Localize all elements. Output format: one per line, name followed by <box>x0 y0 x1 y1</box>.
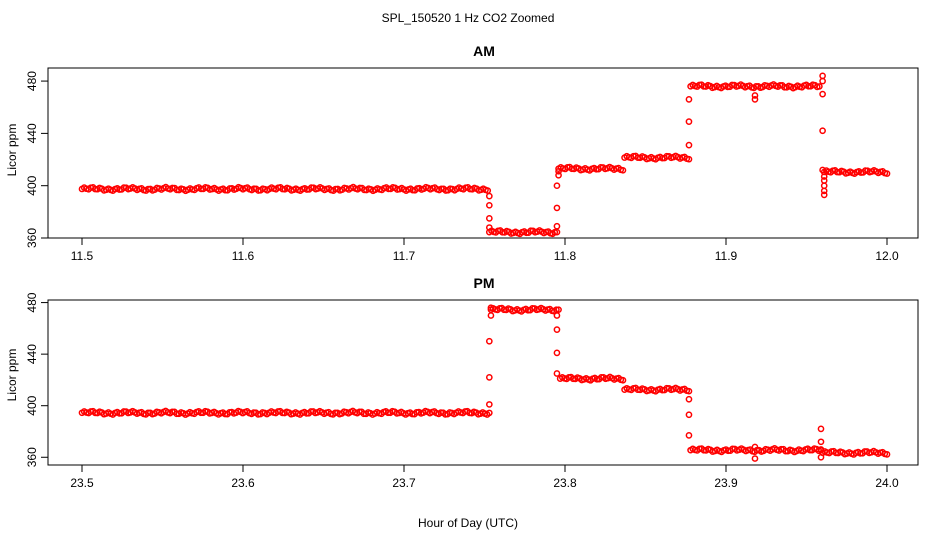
y-tick-label-am: 360 <box>25 228 39 248</box>
panel-title-pm: PM <box>474 275 495 291</box>
data-point <box>555 171 562 179</box>
data-point <box>817 446 825 453</box>
data-point <box>751 92 759 99</box>
x-tick-label-am: 11.9 <box>715 249 738 263</box>
plot-frame-am <box>47 67 919 239</box>
data-point <box>485 224 493 231</box>
data-point <box>820 182 828 190</box>
data-point <box>820 191 828 199</box>
data-point <box>485 215 493 222</box>
x-tick-label-pm: 24.0 <box>875 476 899 490</box>
data-point <box>883 170 891 177</box>
data-point <box>820 173 828 180</box>
y-axis-label-am: Licor ppm <box>5 124 19 177</box>
panel-pm: PM Licor ppm 23.5 23.6 23.7 23.8 23.9 24.0 360… <box>5 275 919 490</box>
panel-title-am: AM <box>473 43 495 59</box>
plot-frame-pm <box>47 299 919 466</box>
data-point <box>553 349 561 357</box>
data-point <box>485 409 493 417</box>
data-point <box>553 204 561 212</box>
data-point <box>685 411 693 419</box>
y-tick-label-am: 440 <box>25 123 39 143</box>
data-point <box>819 166 826 174</box>
data-point <box>819 72 826 80</box>
y-tick-label-pm: 400 <box>25 395 39 415</box>
data-point <box>485 401 493 408</box>
data-point <box>553 222 561 230</box>
data-point <box>685 118 693 125</box>
y-tick-label-pm: 360 <box>25 447 39 467</box>
data-point <box>817 438 825 446</box>
x-tick-label-pm: 23.9 <box>714 476 738 490</box>
x-tick-label-am: 11.8 <box>554 249 577 263</box>
data-point <box>555 167 562 175</box>
data-point <box>819 127 826 135</box>
data-point <box>751 96 759 103</box>
data-point <box>487 304 495 312</box>
data-point <box>553 182 561 190</box>
data-point <box>555 306 562 314</box>
x-tick-label-pm: 23.8 <box>553 476 577 490</box>
data-point <box>685 155 693 163</box>
y-tick-label-am: 480 <box>25 71 39 91</box>
data-point <box>685 432 693 439</box>
data-point <box>619 166 627 174</box>
y-axis-label-pm: Licor ppm <box>5 349 19 402</box>
data-point <box>553 326 561 333</box>
data-point <box>817 425 825 433</box>
y-tick-label-pm: 440 <box>25 344 39 364</box>
y-tick-label-pm: 480 <box>25 292 39 312</box>
x-tick-label-am: 12.0 <box>875 249 899 263</box>
plot-area-am: 11.5 11.6 11.7 11.8 11.9 12.0 360 400 440 480 <box>25 67 919 263</box>
data-point <box>685 96 693 103</box>
x-tick-label-pm: 23.7 <box>392 476 416 490</box>
data-point <box>553 312 561 319</box>
x-tick-label-pm: 23.5 <box>70 476 94 490</box>
data-point <box>685 387 693 395</box>
data-point <box>817 453 825 461</box>
data-point <box>819 90 826 98</box>
data-point <box>487 312 495 319</box>
data-point <box>819 77 826 85</box>
y-tick-label-am: 400 <box>25 175 39 195</box>
x-tick-label-am: 11.6 <box>232 249 255 263</box>
chart-title: SPL_150520 1 Hz CO2 Zoomed <box>382 11 555 25</box>
panel-am: AM Licor ppm 11.5 11.6 11.7 11.8 11.9 12.0 360… <box>5 43 919 263</box>
data-point <box>553 370 561 377</box>
x-tick-label-am: 11.7 <box>393 249 416 263</box>
data-point <box>816 83 823 90</box>
data-point <box>485 192 493 200</box>
data-point <box>685 141 693 149</box>
data-point <box>751 443 759 451</box>
data-point <box>685 395 693 403</box>
data-point <box>751 455 759 462</box>
data-point <box>485 337 493 345</box>
data-point <box>883 450 891 458</box>
data-point <box>485 373 493 381</box>
data-point <box>485 201 493 209</box>
data-point <box>619 376 627 384</box>
plot-area-pm: 23.5 23.6 23.7 23.8 23.9 24.0 360 400 440 480 <box>25 292 919 490</box>
x-axis-label: Hour of Day (UTC) <box>418 516 518 530</box>
data-point <box>820 177 828 184</box>
x-tick-label-pm: 23.6 <box>231 476 255 490</box>
x-tick-label-am: 11.5 <box>71 249 94 263</box>
